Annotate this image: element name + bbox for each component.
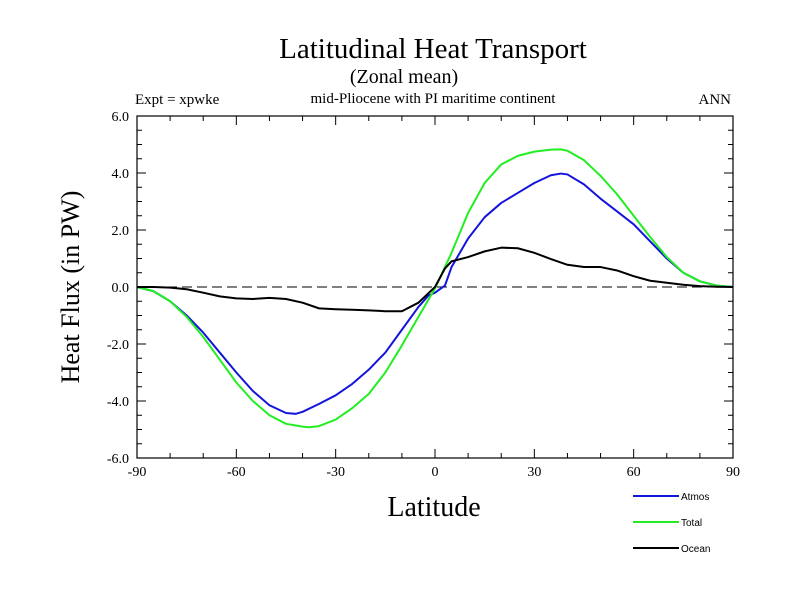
experiment-description: mid-Pliocene with PI maritime continent	[311, 91, 557, 107]
y-tick-label: -6.0	[107, 452, 129, 467]
legend-label-ocean: Ocean	[681, 544, 710, 555]
season-label: ANN	[699, 92, 732, 108]
y-tick-label: -4.0	[107, 395, 129, 410]
x-tick-label: -90	[128, 465, 147, 480]
x-tick-label: 90	[726, 465, 740, 480]
legend-label-atmos: Atmos	[681, 492, 709, 503]
y-tick-label: 2.0	[112, 224, 130, 239]
series-line-ocean	[137, 246, 734, 313]
x-tick-label: 0	[432, 465, 439, 480]
legend: Atmos Total Ocean	[633, 492, 710, 555]
plot-area: -90 -60 -30 0 30 60 90 -6.0 -4.0 -2.0 0.0 2.0 4.0 6.0	[107, 110, 740, 480]
x-tick-label: -30	[326, 465, 345, 480]
x-axis-label: Latitude	[387, 492, 480, 523]
x-tick-label: -60	[227, 465, 246, 480]
y-tick-label: 4.0	[112, 167, 130, 182]
y-tick-label: -2.0	[107, 338, 129, 353]
series-line-atmos	[136, 172, 734, 415]
x-tick-label: 30	[527, 465, 541, 480]
chart-subtitle: (Zonal mean)	[350, 66, 458, 88]
y-axis-label: Heat Flux (in PW)	[56, 191, 85, 384]
series-line-total	[136, 148, 734, 429]
y-tick-label: 0.0	[112, 281, 130, 296]
y-tick-label: 6.0	[112, 110, 130, 125]
experiment-label: Expt = xpwke	[135, 92, 220, 108]
legend-label-total: Total	[681, 518, 702, 529]
x-tick-label: 60	[627, 465, 641, 480]
chart-title: Latitudinal Heat Transport	[279, 33, 587, 65]
